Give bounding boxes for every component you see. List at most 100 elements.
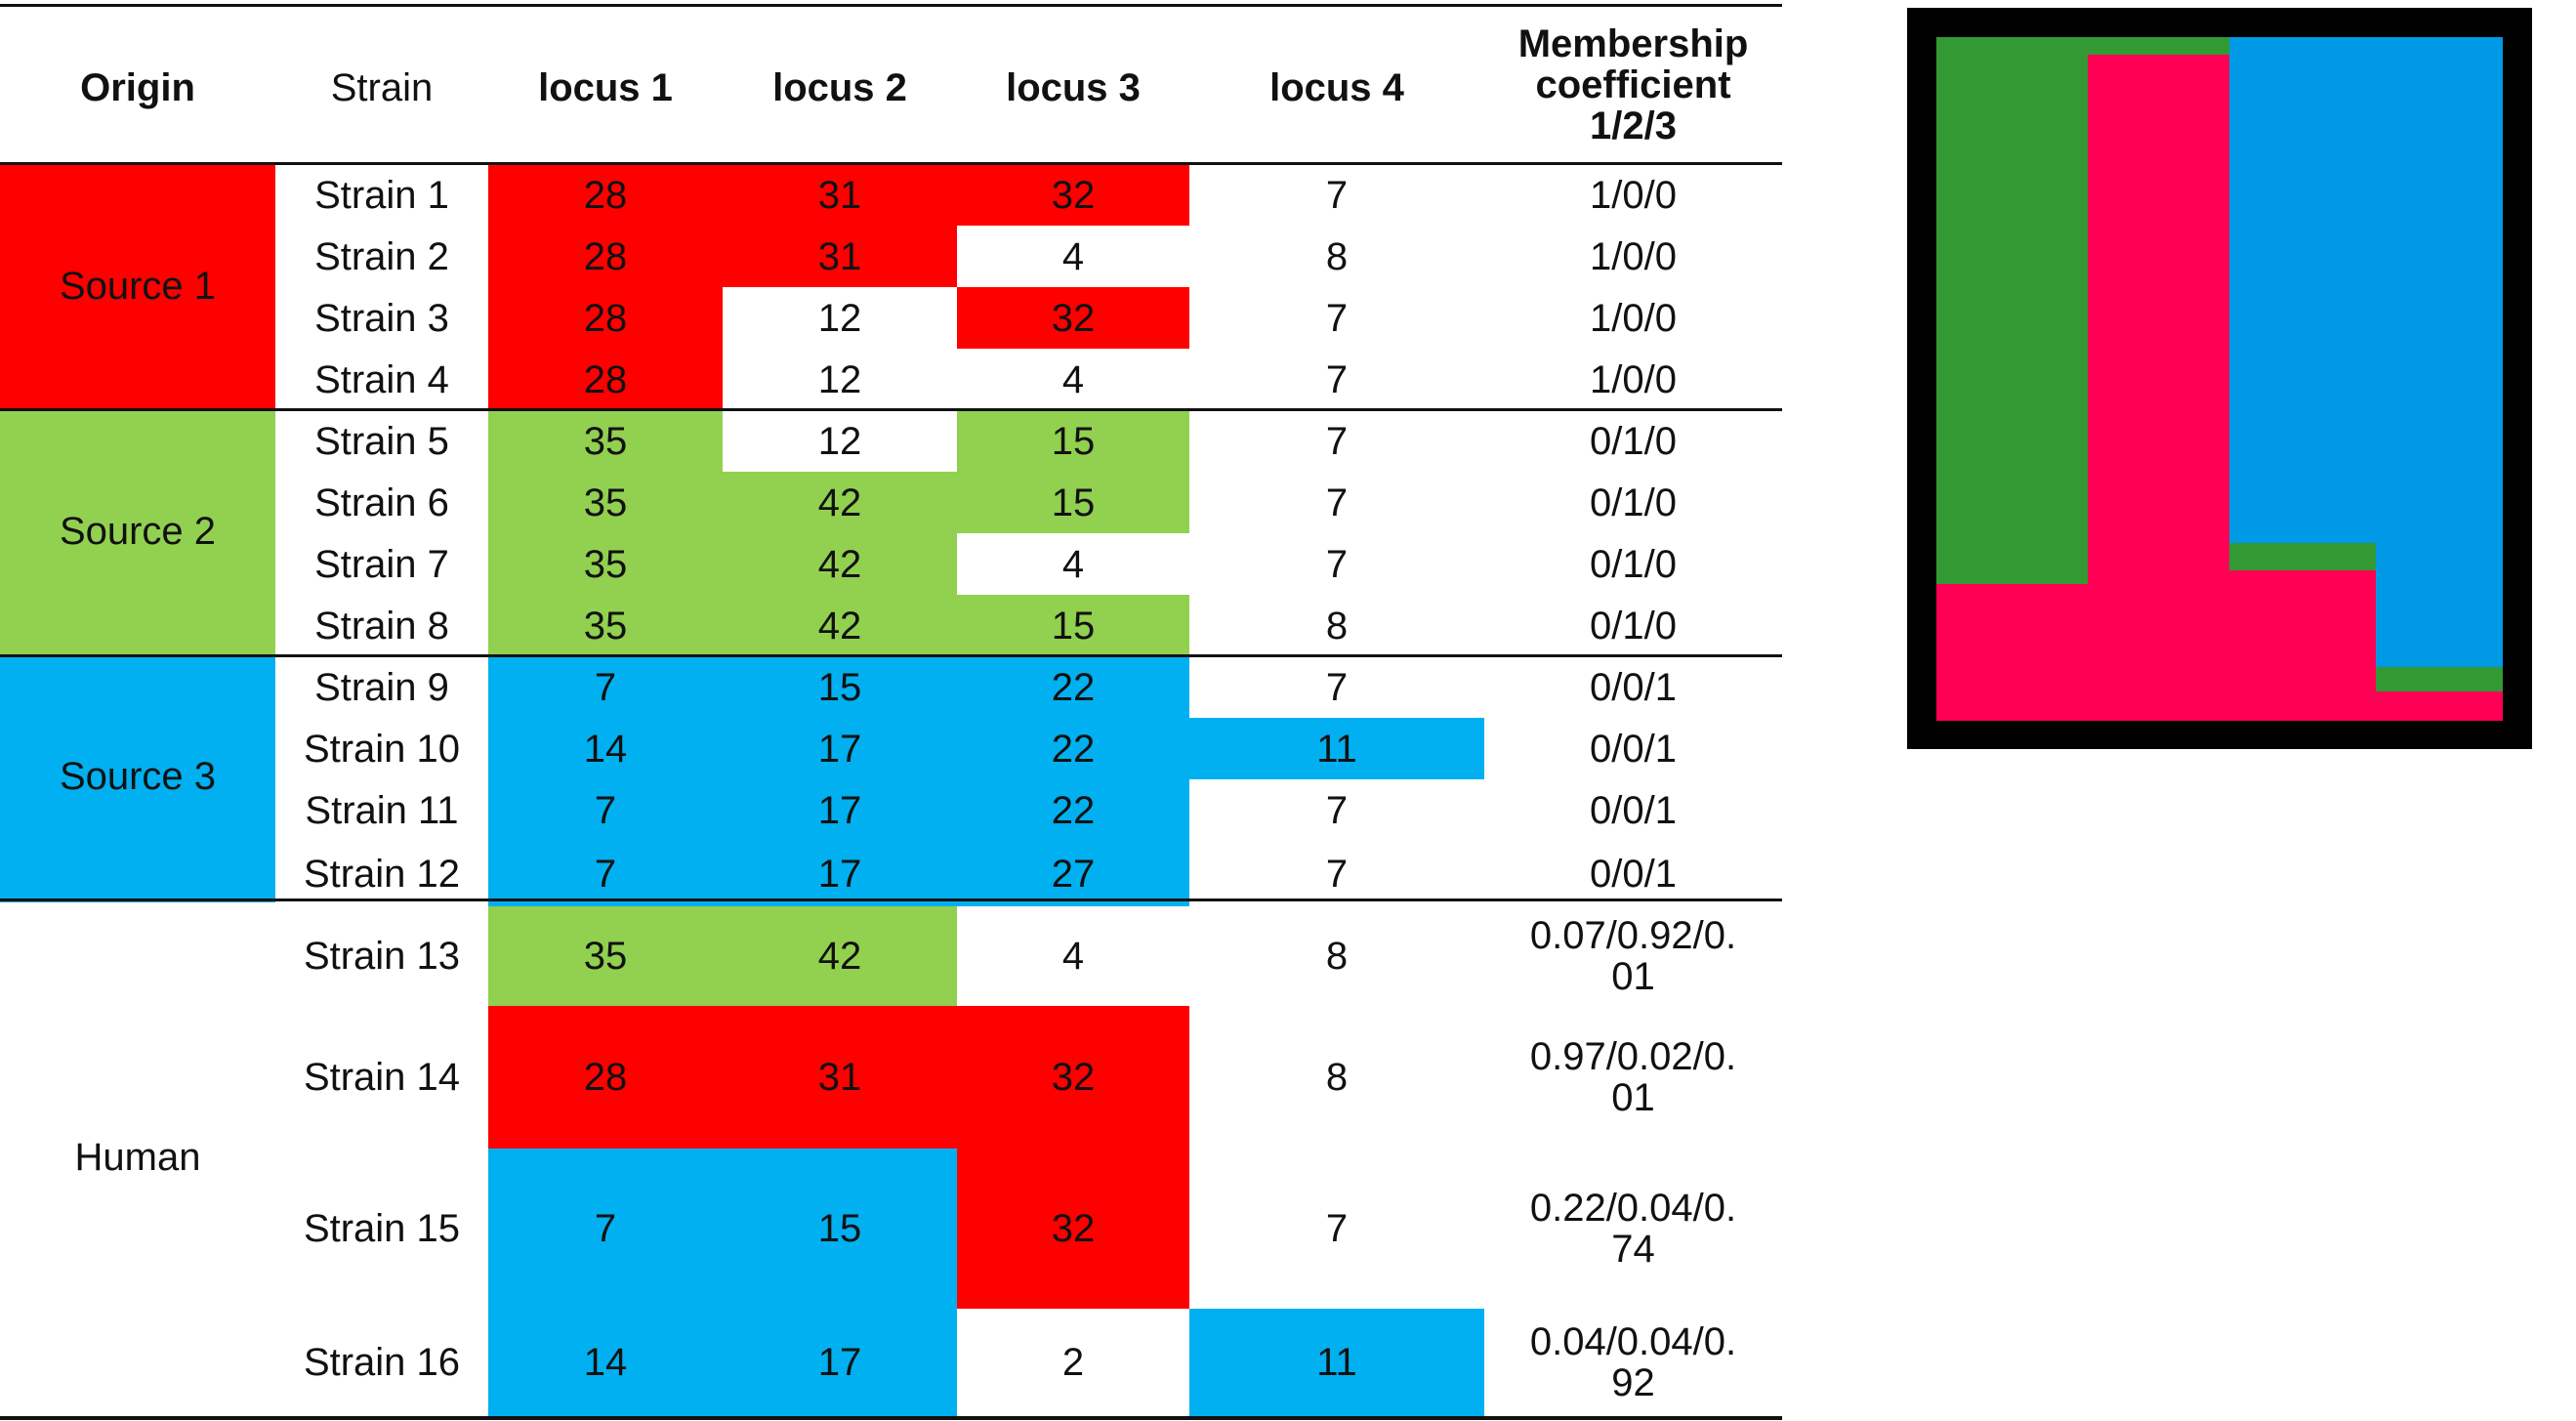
cell-l4-row-4: 7 [1325,357,1349,401]
locus-cell-color [488,656,723,718]
cell-l2-row-10: 17 [817,727,862,771]
locus-cell-color [488,1006,723,1149]
locus-cell-color [723,779,957,841]
cell-l2-row-13: 42 [817,935,862,978]
table-rule [0,899,1782,901]
cell-l4-row-5: 7 [1325,419,1349,463]
group-label-human: Human [74,1136,201,1179]
cell-strain-row-4: Strain 4 [314,357,449,401]
cell-l2-row-15: 15 [817,1207,862,1250]
genotype-table: Origin Strain locus 1 locus 2 locus 3 lo… [0,4,1782,1420]
cell-membership-row-4: 1/0/0 [1590,357,1677,401]
locus-cell-color [488,595,723,656]
cell-strain-row-3: Strain 3 [314,296,449,340]
plot-segment-green [1936,37,2088,584]
cell-l4-row-6: 7 [1325,481,1349,524]
locus-cell-color [1189,718,1484,779]
cell-l3-row-14: 32 [1051,1056,1096,1099]
group-label-source-3: Source 3 [59,755,217,798]
table-rule [0,162,1782,165]
cell-l1-row-14: 28 [583,1056,628,1099]
cell-strain-row-16: Strain 16 [303,1341,461,1384]
cell-strain-row-10: Strain 10 [303,727,461,771]
group-label-source-2: Source 2 [59,510,217,553]
locus-cell-color [723,472,957,533]
cell-strain-row-8: Strain 8 [314,604,449,648]
cell-l3-row-15: 32 [1051,1207,1096,1250]
plot-segment-pink [1936,584,2088,721]
locus-cell-color [488,906,723,1006]
header-locus-4: locus 4 [1269,66,1404,109]
cell-l1-row-9: 7 [594,665,617,709]
locus-cell-color [957,1006,1189,1149]
table-rule [0,4,1782,7]
locus-cell-color [723,164,957,226]
cell-l1-row-10: 14 [583,727,628,771]
header-locus-3: locus 3 [1006,66,1141,109]
cell-l1-row-3: 28 [583,296,628,340]
cell-l2-row-16: 17 [817,1341,862,1384]
header-strain: Strain [330,66,434,109]
cell-l4-row-10: 11 [1316,727,1357,771]
cell-l3-row-2: 4 [1061,234,1085,278]
cell-l2-row-8: 42 [817,604,862,648]
locus-cell-color [488,718,723,779]
header-origin: Origin [80,66,195,109]
cell-strain-row-12: Strain 12 [303,852,461,896]
locus-cell-color [957,841,1189,906]
cell-l2-row-9: 15 [817,665,862,709]
locus-cell-color [723,906,957,1006]
cell-l4-row-8: 8 [1325,604,1349,648]
cell-membership-row-10: 0/0/1 [1590,727,1677,771]
cell-l4-row-3: 7 [1325,296,1349,340]
locus-cell-color [488,226,723,287]
locus-cell-color [488,779,723,841]
cell-l1-row-1: 28 [583,173,628,217]
cell-l2-row-3: 12 [817,296,862,340]
cell-strain-row-6: Strain 6 [314,481,449,524]
group-band-1 [0,164,275,410]
cell-l4-row-11: 7 [1325,788,1349,832]
cell-l4-row-12: 7 [1325,852,1349,896]
cell-membership-row-14: 0.97/0.02/0. 01 [1529,1035,1737,1119]
cell-l2-row-7: 42 [817,542,862,586]
structure-bar-plot [1907,8,2532,749]
cell-l1-row-15: 7 [594,1207,617,1250]
cell-strain-row-9: Strain 9 [314,665,449,709]
cell-membership-row-13: 0.07/0.92/0. 01 [1529,914,1737,998]
locus-cell-color [723,595,957,656]
locus-cell-color [957,779,1189,841]
locus-cell-color [488,1149,723,1309]
cell-l3-row-6: 15 [1051,481,1096,524]
table-rule [0,1416,1782,1420]
plot-segment-pink [2088,55,2229,721]
cell-l4-row-13: 8 [1325,935,1349,978]
locus-cell-color [723,1309,957,1416]
cell-l3-row-9: 22 [1051,665,1096,709]
cell-membership-row-1: 1/0/0 [1590,173,1677,217]
cell-l3-row-10: 22 [1051,727,1096,771]
locus-cell-color [488,349,723,410]
cell-l3-row-8: 15 [1051,604,1096,648]
cell-l1-row-11: 7 [594,788,617,832]
plot-segment-green [2229,543,2376,570]
cell-l3-row-7: 4 [1061,542,1085,586]
cell-l1-row-6: 35 [583,481,628,524]
group-band-2 [0,410,275,656]
cell-l1-row-5: 35 [583,419,628,463]
cell-membership-row-7: 0/1/0 [1590,542,1677,586]
cell-l4-row-2: 8 [1325,234,1349,278]
group-band-3 [0,656,275,902]
locus-cell-color [723,841,957,906]
locus-cell-color [957,472,1189,533]
locus-cell-color [488,472,723,533]
locus-cell-color [723,226,957,287]
cell-membership-row-15: 0.22/0.04/0. 74 [1529,1187,1737,1271]
cell-l4-row-16: 11 [1316,1341,1357,1384]
plot-segment-green [2376,667,2503,691]
cell-l1-row-16: 14 [583,1341,628,1384]
cell-strain-row-11: Strain 11 [305,788,459,832]
locus-cell-color [957,287,1189,349]
locus-cell-color [488,1309,723,1416]
locus-cell-color [488,533,723,595]
